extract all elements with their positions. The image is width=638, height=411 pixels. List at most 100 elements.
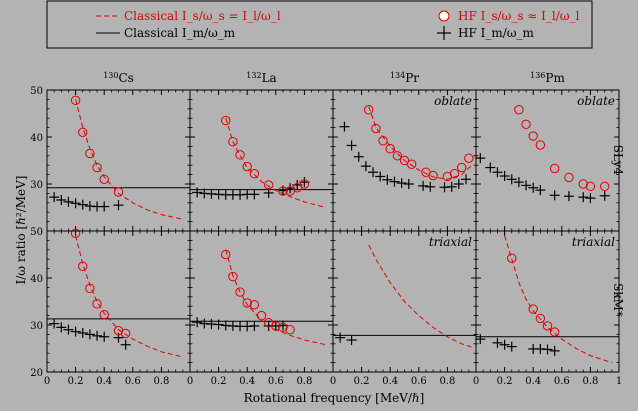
x-tick-label: 0.2 (497, 376, 513, 387)
hf-m-marker (460, 174, 471, 185)
hf-s-marker (120, 328, 131, 339)
hf-s-marker (514, 105, 524, 115)
hf-m-marker (63, 196, 74, 207)
hf-m-marker (113, 200, 124, 211)
panel-shape-label: triaxial (429, 235, 472, 249)
x-tick-label: 0.2 (211, 376, 227, 387)
hf-m-marker (77, 327, 88, 338)
hf-s-marker (271, 321, 281, 331)
hf-s-marker (600, 181, 610, 192)
hf-s-marker (113, 187, 124, 197)
legend-box (46, 0, 593, 49)
hf-s-marker (399, 155, 410, 166)
hf-m-marker (249, 320, 260, 331)
hf-s-marker (392, 151, 403, 161)
hf-s-marker (278, 322, 288, 333)
x-tick-label: 0.8 (439, 376, 455, 387)
hf-m-marker (389, 176, 400, 187)
hf-m-marker (56, 194, 67, 205)
x-tick-label: 0.8 (582, 376, 598, 387)
panel-shape-label: triaxial (572, 235, 615, 249)
legend-label-classical-s: Classical I_s/ω_s = I_l/ω_l (124, 9, 281, 23)
hf-s-marker (78, 127, 88, 138)
hf-m-marker (492, 337, 503, 348)
hf-m-marker (418, 180, 429, 191)
hf-s-marker (385, 144, 395, 154)
x-tick-label: 0.4 (96, 376, 112, 387)
hf-m-marker (99, 331, 110, 342)
hf-m-marker (70, 326, 81, 337)
panel-shape-label: oblate (434, 94, 472, 108)
hf-m-marker (499, 339, 510, 350)
legend-circle-marker (438, 10, 450, 22)
hf-m-marker (346, 140, 357, 151)
x-tick-label: 0.8 (153, 376, 169, 387)
legend-label-classical-m: Classical I_m/ω_m (124, 26, 236, 40)
panel-title: 136Pm (530, 71, 565, 85)
y-tick-label: 50 (30, 227, 43, 238)
x-tick-label: 0 (330, 376, 336, 387)
hf-s-marker (549, 163, 560, 174)
y-tick-label: 40 (30, 274, 43, 285)
hf-m-marker (49, 318, 60, 329)
hf-m-marker (599, 190, 610, 201)
legend-plus-marker (437, 26, 451, 40)
hf-s-marker (228, 271, 238, 282)
hf-s-marker (428, 170, 438, 181)
hf-m-marker (192, 187, 203, 198)
y-tick-label: 40 (30, 133, 43, 144)
classical-s-curve (75, 99, 183, 220)
hf-s-marker (99, 309, 109, 320)
hf-s-marker (364, 105, 374, 115)
hf-m-marker (521, 180, 532, 191)
hf-s-marker (378, 136, 388, 146)
hf-m-marker (475, 153, 486, 164)
hf-s-marker (256, 310, 267, 321)
panel-title: 132La (246, 71, 276, 85)
x-tick-label: 0.4 (239, 376, 255, 387)
classical-s-curve (225, 118, 327, 208)
hf-m-marker (213, 319, 224, 330)
hf-s-marker (242, 161, 252, 172)
hf-m-marker (353, 151, 364, 162)
x-axis-label: Rotational frequency [MeV/ℏ] (244, 391, 425, 405)
hf-m-marker (563, 191, 574, 202)
hf-m-marker (513, 177, 524, 188)
hf-m-marker (49, 192, 60, 203)
legend-label-hf-m: HF I_m/ω_m (458, 26, 535, 40)
panel-cs-skm: 0 0.2 0.4 0.6 0.8 20 30 40 50 (30, 227, 191, 387)
hf-s-marker (85, 148, 95, 159)
hf-m-marker (368, 167, 379, 178)
hf-m-marker (535, 185, 546, 196)
hf-s-marker (535, 313, 546, 324)
panel-pm-skm: 0 0.2 0.4 0.6 0.8 1 triaxial (473, 230, 622, 387)
hf-s-marker (249, 300, 260, 310)
axes-text: I/ω ratio [ℏ²/MeV] Rotational frequency … (14, 145, 625, 405)
hf-m-marker (63, 324, 74, 335)
hf-m-marker (120, 339, 131, 350)
hf-s-marker (507, 253, 517, 263)
panel-pr-sly4: 134Pr oblate (332, 71, 477, 232)
hf-s-marker (278, 186, 288, 196)
x-tick-label: 0 (44, 376, 50, 387)
hf-m-marker (542, 344, 553, 355)
x-tick-label: 0 (473, 376, 479, 387)
hf-m-marker (528, 182, 539, 193)
hf-s-marker (99, 174, 109, 185)
x-tick-label: 0.4 (525, 376, 541, 387)
hf-m-marker (77, 199, 88, 210)
hf-m-marker (92, 330, 103, 341)
hf-s-marker (285, 325, 295, 335)
hf-m-marker (403, 179, 414, 189)
hf-m-marker (382, 174, 393, 185)
hf-m-marker (360, 161, 371, 172)
hf-m-marker (492, 167, 503, 178)
hf-m-marker (506, 174, 517, 185)
x-tick-label: 0.6 (554, 376, 570, 387)
hf-m-marker (506, 341, 517, 352)
hf-m-marker (446, 181, 457, 192)
panel-frame (475, 230, 620, 373)
hf-s-marker (263, 180, 274, 190)
classical-s-curve (368, 106, 473, 180)
